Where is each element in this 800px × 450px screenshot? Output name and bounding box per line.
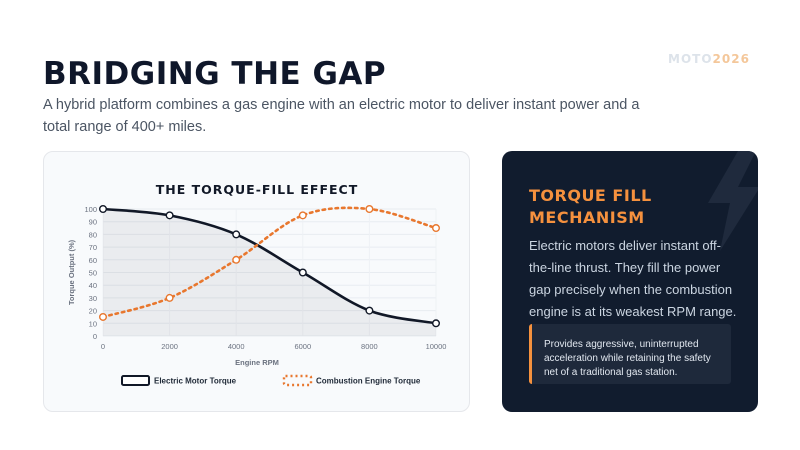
data-point <box>99 205 108 214</box>
legend-swatch-1 <box>282 374 313 387</box>
data-point <box>365 205 374 214</box>
x-tick-label: 10000 <box>426 342 447 351</box>
y-axis-label: Torque Output (%) <box>67 239 76 305</box>
info-card: TORQUE FILL MECHANISM Electric motors de… <box>502 151 758 412</box>
info-callout: Provides aggressive, uninterrupted accel… <box>529 324 731 384</box>
x-axis-label: Engine RPM <box>235 358 279 367</box>
y-tick-label: 90 <box>89 218 97 227</box>
legend-swatch-0 <box>121 375 150 386</box>
chart-title: THE TORQUE-FILL EFFECT <box>156 182 359 197</box>
x-tick-label: 4000 <box>228 342 245 351</box>
chart-card: THE TORQUE-FILL EFFECT 0 10 20 30 40 50 60 70 80 9… <box>43 151 470 412</box>
legend-label-0: Electric Motor Torque <box>154 377 237 386</box>
y-tick-label: 100 <box>84 205 97 214</box>
y-tick-label: 80 <box>89 230 97 239</box>
data-point <box>298 268 307 277</box>
brand-logo-part2: 2026 <box>712 52 750 66</box>
series-line-0 <box>101 207 438 325</box>
y-tick-label: 20 <box>89 307 97 316</box>
y-tick-label: 40 <box>89 281 97 290</box>
lightning-bolt-icon <box>708 151 758 251</box>
torque-chart: THE TORQUE-FILL EFFECT 0 10 20 30 40 50 60 70 80 9… <box>67 182 447 387</box>
y-tick-label: 10 <box>89 319 97 328</box>
x-tick-label: 8000 <box>361 342 378 351</box>
x-tick-label: 0 <box>101 342 105 351</box>
brand-logo-part1: MOTO <box>668 52 713 66</box>
info-title: TORQUE FILL MECHANISM <box>529 186 652 227</box>
data-point <box>298 211 307 220</box>
y-tick-label: 30 <box>89 294 97 303</box>
brand-logo: MOTO2026 <box>668 52 750 66</box>
page-title: BRIDGING THE GAP <box>43 56 387 92</box>
data-point <box>432 319 441 328</box>
page-subtitle: A hybrid platform combines a gas engine … <box>43 97 640 135</box>
data-point <box>99 312 108 321</box>
series-area-0 <box>103 209 436 336</box>
data-point <box>232 230 241 239</box>
y-tick-label: 70 <box>89 243 97 252</box>
x-tick-label: 6000 <box>294 342 311 351</box>
data-point <box>365 306 374 315</box>
legend-label-1: Combustion Engine Torque <box>316 377 421 386</box>
series-line-1 <box>101 206 438 319</box>
data-point <box>165 293 174 302</box>
y-tick-label: 50 <box>89 269 97 278</box>
info-body: Electric motors deliver instant off-the-… <box>529 238 737 319</box>
data-point <box>232 255 241 264</box>
y-tick-label: 0 <box>93 332 97 341</box>
x-tick-label: 2000 <box>161 342 178 351</box>
data-point <box>165 211 174 220</box>
y-tick-label: 60 <box>89 256 97 265</box>
data-point <box>432 224 441 233</box>
